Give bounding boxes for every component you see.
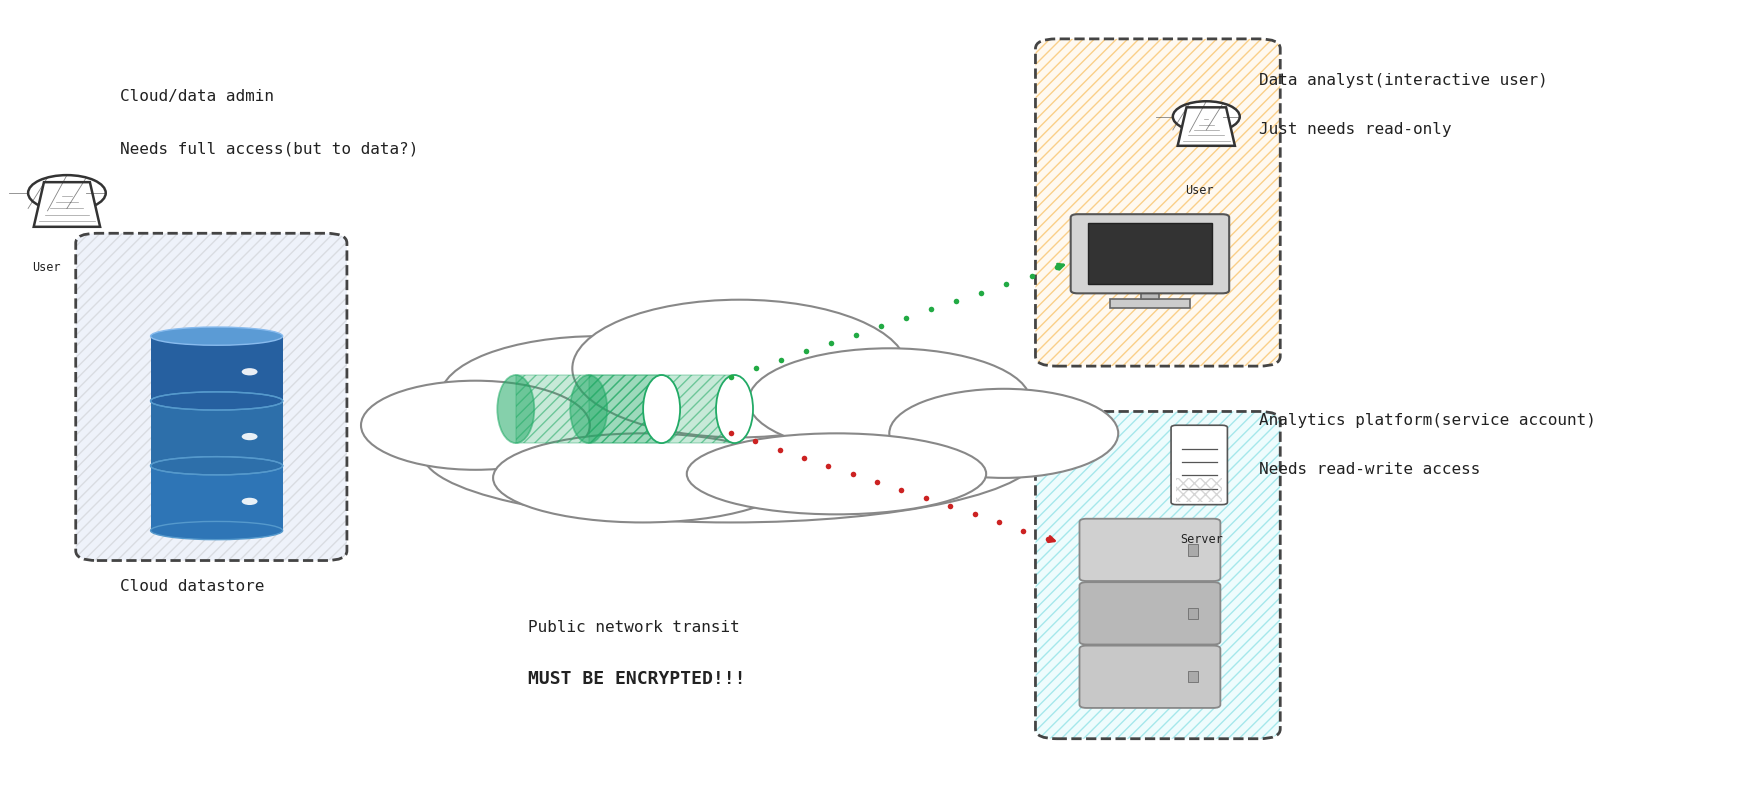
- Text: Server: Server: [1180, 533, 1222, 546]
- Ellipse shape: [572, 300, 907, 437]
- Ellipse shape: [497, 375, 534, 443]
- Circle shape: [241, 497, 257, 505]
- Ellipse shape: [151, 392, 282, 410]
- Polygon shape: [33, 182, 100, 227]
- Bar: [150, 401, 282, 466]
- FancyBboxPatch shape: [1035, 411, 1280, 739]
- Bar: [1189, 544, 1197, 556]
- Ellipse shape: [361, 381, 590, 470]
- Ellipse shape: [151, 327, 282, 345]
- Ellipse shape: [748, 348, 1030, 454]
- Text: Analytics platform(service account): Analytics platform(service account): [1259, 413, 1595, 428]
- Bar: [1109, 300, 1190, 308]
- Text: Needs full access(but to data?): Needs full access(but to data?): [120, 142, 417, 157]
- Text: Just needs read-only: Just needs read-only: [1259, 122, 1451, 137]
- Bar: [1189, 608, 1197, 619]
- Text: Needs read-write access: Needs read-write access: [1259, 462, 1481, 477]
- Text: MUST BE ENCRYPTED!!!: MUST BE ENCRYPTED!!!: [528, 671, 747, 688]
- Ellipse shape: [151, 457, 282, 475]
- Bar: [1176, 479, 1222, 502]
- Ellipse shape: [687, 433, 986, 514]
- Bar: [150, 466, 282, 531]
- Circle shape: [241, 369, 257, 376]
- Ellipse shape: [493, 433, 792, 522]
- Text: Public network transit: Public network transit: [528, 620, 740, 635]
- Circle shape: [241, 433, 257, 441]
- Text: Cloud/data admin: Cloud/data admin: [120, 89, 273, 104]
- Bar: [588, 375, 734, 443]
- Ellipse shape: [571, 375, 608, 443]
- Text: Cloud datastore: Cloud datastore: [120, 579, 264, 595]
- Polygon shape: [1178, 108, 1234, 146]
- Ellipse shape: [889, 389, 1118, 478]
- FancyBboxPatch shape: [1079, 582, 1220, 645]
- FancyBboxPatch shape: [1071, 214, 1229, 293]
- FancyBboxPatch shape: [1171, 425, 1227, 505]
- Bar: [516, 375, 662, 443]
- Bar: [588, 375, 734, 443]
- Bar: [1141, 290, 1159, 300]
- Text: User: User: [1185, 185, 1213, 198]
- Ellipse shape: [643, 375, 680, 443]
- Ellipse shape: [717, 375, 754, 443]
- Ellipse shape: [423, 385, 1039, 522]
- FancyBboxPatch shape: [1079, 518, 1220, 581]
- Bar: [516, 375, 662, 443]
- Circle shape: [28, 175, 106, 211]
- FancyBboxPatch shape: [1035, 39, 1280, 366]
- Circle shape: [1173, 101, 1240, 132]
- FancyBboxPatch shape: [1079, 646, 1220, 708]
- Text: Data analyst(interactive user): Data analyst(interactive user): [1259, 73, 1548, 88]
- FancyBboxPatch shape: [76, 233, 347, 561]
- Bar: [1189, 671, 1197, 683]
- Bar: [1088, 224, 1212, 284]
- Bar: [150, 336, 282, 401]
- Ellipse shape: [151, 522, 282, 539]
- Text: User: User: [32, 262, 60, 275]
- Ellipse shape: [440, 336, 757, 458]
